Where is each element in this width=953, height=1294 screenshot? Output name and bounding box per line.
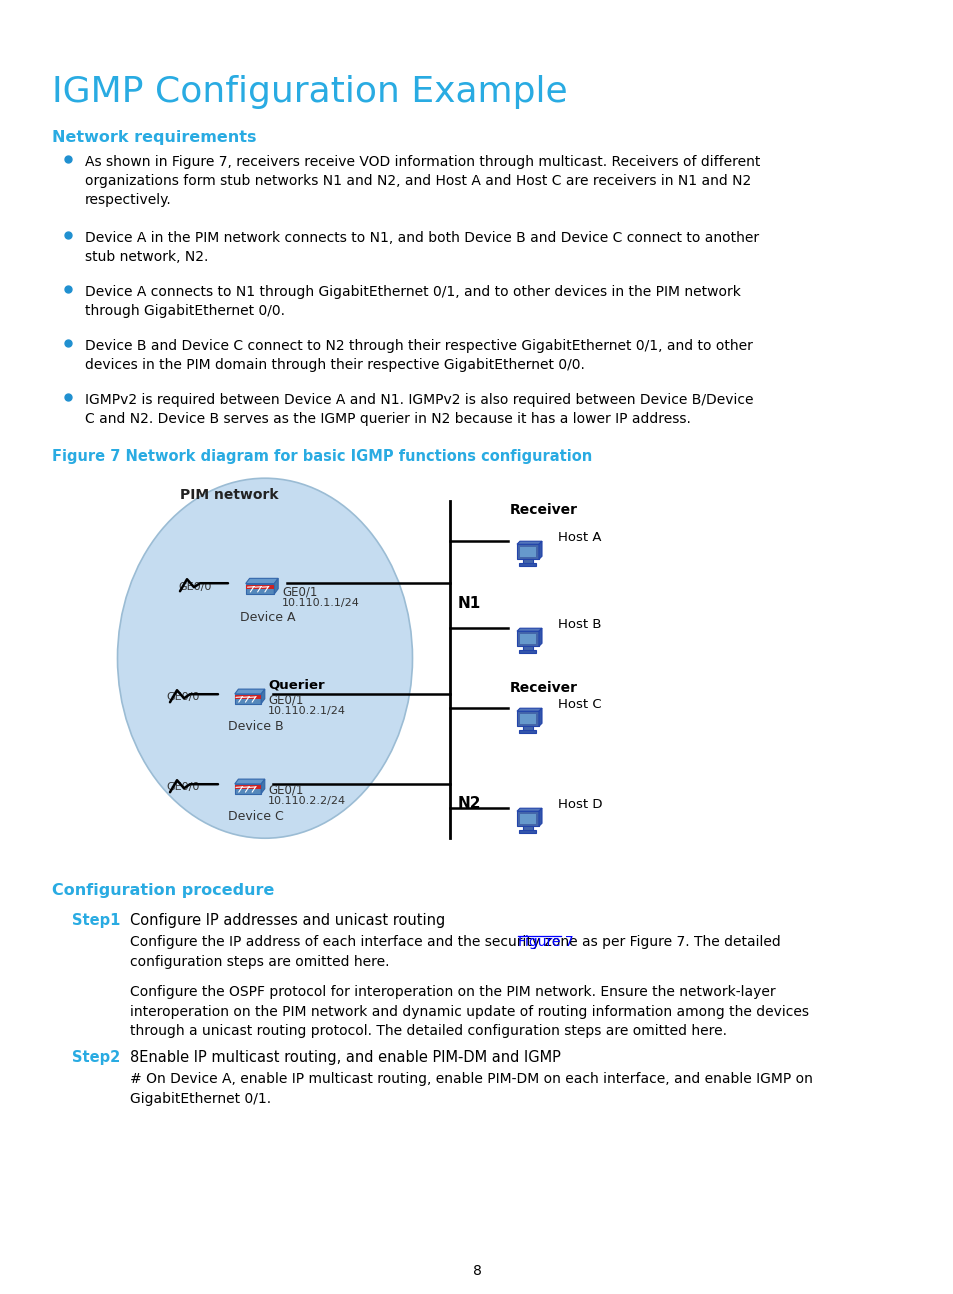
Text: Device B: Device B: [228, 721, 283, 734]
Text: N2: N2: [457, 796, 481, 811]
Polygon shape: [234, 694, 261, 704]
Polygon shape: [517, 809, 541, 811]
Text: Host A: Host A: [558, 532, 601, 545]
Text: As shown in Figure 7, receivers receive VOD information through multicast. Recei: As shown in Figure 7, receivers receive …: [85, 155, 760, 207]
Polygon shape: [234, 690, 265, 694]
Polygon shape: [538, 541, 541, 559]
Text: GE0/0: GE0/0: [166, 783, 199, 792]
Polygon shape: [234, 779, 265, 784]
Text: Host C: Host C: [558, 699, 601, 712]
Polygon shape: [274, 578, 278, 594]
Text: 10.110.1.1/24: 10.110.1.1/24: [282, 598, 359, 608]
Text: Network requirements: Network requirements: [52, 129, 256, 145]
Polygon shape: [246, 584, 274, 594]
Polygon shape: [517, 811, 538, 827]
Text: Configure the IP address of each interface and the security zone as per Figure 7: Configure the IP address of each interfa…: [130, 936, 780, 969]
Polygon shape: [246, 578, 278, 584]
Polygon shape: [518, 563, 536, 565]
Text: # On Device A, enable IP multicast routing, enable PIM-DM on each interface, and: # On Device A, enable IP multicast routi…: [130, 1073, 812, 1106]
Text: Configure the OSPF protocol for interoperation on the PIM network. Ensure the ne: Configure the OSPF protocol for interope…: [130, 985, 808, 1038]
Text: GE0/1: GE0/1: [268, 694, 303, 707]
Text: N1: N1: [457, 597, 480, 611]
Polygon shape: [519, 714, 535, 723]
Text: Device A connects to N1 through GigabitEthernet 0/1, and to other devices in the: Device A connects to N1 through GigabitE…: [85, 286, 740, 318]
Polygon shape: [538, 628, 541, 646]
Polygon shape: [538, 809, 541, 827]
Text: Receiver: Receiver: [510, 503, 578, 518]
Polygon shape: [235, 695, 260, 699]
Text: 10.110.2.2/24: 10.110.2.2/24: [268, 796, 346, 806]
Polygon shape: [234, 784, 261, 793]
Polygon shape: [518, 831, 536, 832]
Text: Querier: Querier: [268, 678, 324, 691]
Polygon shape: [261, 690, 265, 704]
Polygon shape: [538, 708, 541, 726]
Text: Device C: Device C: [228, 810, 283, 823]
Polygon shape: [519, 634, 535, 644]
Polygon shape: [517, 628, 541, 631]
Text: Device A in the PIM network connects to N1, and both Device B and Device C conne: Device A in the PIM network connects to …: [85, 232, 759, 264]
Text: GE0/1: GE0/1: [282, 585, 317, 598]
Polygon shape: [517, 545, 538, 559]
Polygon shape: [518, 730, 536, 732]
Ellipse shape: [117, 479, 412, 839]
Text: Step1: Step1: [71, 914, 120, 928]
Text: Configure IP addresses and unicast routing: Configure IP addresses and unicast routi…: [130, 914, 445, 928]
Polygon shape: [522, 646, 533, 651]
Polygon shape: [522, 827, 533, 831]
Text: IGMP Configuration Example: IGMP Configuration Example: [52, 75, 567, 109]
Polygon shape: [246, 585, 274, 589]
Text: 8Enable IP multicast routing, and enable PIM-DM and IGMP: 8Enable IP multicast routing, and enable…: [130, 1051, 560, 1065]
Polygon shape: [235, 785, 260, 789]
Text: Step2: Step2: [71, 1051, 120, 1065]
Polygon shape: [517, 708, 541, 712]
Text: Figure 7 Network diagram for basic IGMP functions configuration: Figure 7 Network diagram for basic IGMP …: [52, 449, 592, 465]
Text: GE0/0: GE0/0: [178, 582, 212, 593]
Polygon shape: [517, 712, 538, 726]
Text: 10.110.2.1/24: 10.110.2.1/24: [268, 707, 346, 716]
Text: 8: 8: [472, 1264, 481, 1278]
Text: Configuration procedure: Configuration procedure: [52, 884, 274, 898]
Text: Host B: Host B: [558, 619, 601, 631]
Text: Host D: Host D: [558, 798, 602, 811]
Polygon shape: [522, 726, 533, 731]
Polygon shape: [519, 814, 535, 824]
Text: IGMPv2 is required between Device A and N1. IGMPv2 is also required between Devi: IGMPv2 is required between Device A and …: [85, 393, 753, 426]
Text: PIM network: PIM network: [180, 488, 278, 502]
Polygon shape: [519, 547, 535, 556]
Text: GE0/1: GE0/1: [268, 783, 303, 796]
Polygon shape: [522, 559, 533, 564]
Text: Receiver: Receiver: [510, 681, 578, 695]
Polygon shape: [518, 650, 536, 652]
Text: GE0/0: GE0/0: [166, 692, 199, 703]
Polygon shape: [517, 631, 538, 646]
Text: Device B and Device C connect to N2 through their respective GigabitEthernet 0/1: Device B and Device C connect to N2 thro…: [85, 339, 752, 373]
Text: Device A: Device A: [240, 611, 295, 624]
Polygon shape: [261, 779, 265, 793]
Polygon shape: [517, 541, 541, 545]
Text: Figure 7: Figure 7: [517, 936, 573, 950]
